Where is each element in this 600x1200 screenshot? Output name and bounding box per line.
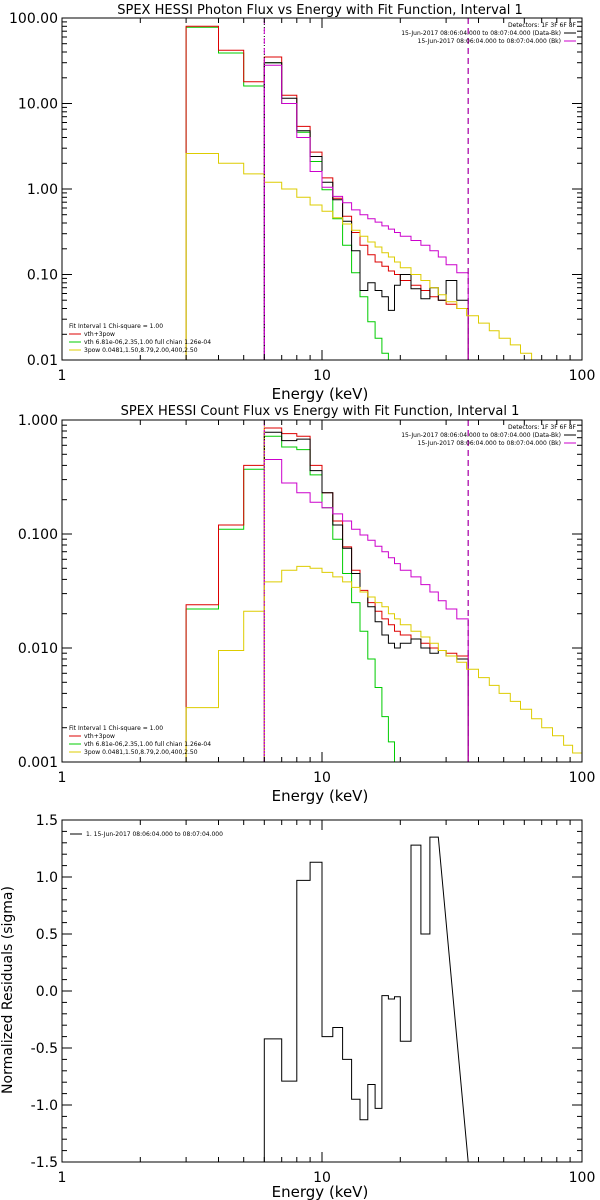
photon-flux-x-tick-label: 100 [569,368,596,384]
residuals-y-tick-label: 1.0 [36,870,58,886]
count-flux-y-tick-label: 1.000 [18,413,58,429]
count-flux-fit-legend-entry: vth 6.81e-06,2.35,1.00 full chian 1.26e-… [84,741,211,748]
residuals-series-black-line [263,836,469,1163]
count-flux-title: SPEX HESSI Count Flux vs Energy with Fit… [121,404,520,419]
residuals-panel: 1 10 100 1.5 1.0 0.5 0.0 -0.5 -1.0 -1.5 1. 15-Jun… [0,813,595,1200]
photon-flux-fit-legend-entry: vth+3pow [84,331,115,338]
photon-flux-y-tick-label: 10.00 [18,97,58,113]
photon-flux-y-tick-label: 100.00 [9,11,58,27]
residuals-y-tick-label: 0.5 [36,927,58,943]
photon-flux-series-magenta-line [263,64,469,360]
residuals-y-tick-label: -0.5 [31,1041,58,1057]
count-flux-series-yellow-line [185,565,583,762]
count-flux-top-legend-entry: 15-Jun-2017 08:06:04.000 to 08:07:04.000… [401,432,561,439]
count-flux-panel: SPEX HESSI Count Flux vs Energy with Fit… [18,404,595,805]
residuals-y-tick-label: 0.0 [36,984,58,1000]
count-flux-x-axis-label: Energy (keV) [272,787,369,805]
photon-flux-fit-legend-entry: vth 6.81e-06,2.35,1.00 full chian 1.26e-… [84,339,211,346]
count-flux-fit-legend-entry: vth+3pow [84,733,115,740]
photon-flux-marks [185,18,542,361]
count-flux-x-tick-label: 10 [313,770,331,786]
count-flux-detectors-label: Detectors: 1F 3F 6F 8F [508,424,577,431]
photon-flux-detectors-label: Detectors: 1F 3F 6F 8F [508,22,577,29]
residuals-x-axis-label: Energy (keV) [272,1183,369,1200]
photon-flux-series-green-line [185,26,406,361]
count-flux-x-tick-label: 100 [569,770,596,786]
photon-flux-fit-interval-label: Fit Interval 1 Chi-square = 1.00 [69,323,163,330]
photon-flux-y-tick-label: 1.00 [27,182,58,198]
residuals-x-tick-label: 10 [313,1170,331,1186]
count-flux-series-red-line [185,427,469,762]
residuals-y-axis-label: Normalized Residuals (sigma) [0,886,16,1094]
photon-flux-y-tick-label: 0.10 [27,268,58,284]
photon-flux-y-tick-label: 0.01 [27,353,58,369]
photon-flux-series-black-line [263,62,469,360]
count-flux-series-magenta-line [263,459,469,762]
residuals-marks [263,836,469,1163]
count-flux-y-tick-label: 0.100 [18,527,58,543]
photon-flux-fit-legend-entry: 3pow 0.0481,1.50,8.79,2.00,400,2.50 [84,347,198,354]
photon-flux-x-tick-label: 10 [313,368,331,384]
residuals-y-tick-label: 1.5 [36,813,58,829]
residuals-legends: 1. 15-Jun-2017 08:06:04.000 to 08:07:04.… [70,831,223,838]
photon-flux-panel: SPEX HESSI Photon Flux vs Energy with Fi… [9,3,595,403]
photon-flux-title: SPEX HESSI Photon Flux vs Energy with Fi… [117,3,523,18]
photon-flux-top-legend-entry: 15-Jun-2017 08:06:04.000 to 08:07:04.000… [418,38,561,45]
residuals-legend-entry: 1. 15-Jun-2017 08:06:04.000 to 08:07:04.… [86,831,223,838]
count-flux-y-tick-label: 0.010 [18,641,58,657]
residuals-axes: 1 10 100 1.5 1.0 0.5 0.0 -0.5 -1.0 -1.5 [31,813,596,1186]
residuals-y-tick-label: -1.5 [31,1155,58,1171]
count-flux-y-tick-label: 0.001 [18,755,58,771]
photon-flux-x-axis-label: Energy (keV) [272,385,369,403]
count-flux-fit-legend-entry: 3pow 0.0481,1.50,8.79,2.00,400,2.50 [84,749,198,756]
count-flux-series-black-line [263,431,469,762]
count-flux-axes: 1 10 100 1.000 0.100 0.010 0.001 [18,413,595,786]
residuals-x-tick-label: 100 [569,1170,596,1186]
photon-flux-series-yellow-line [185,153,542,361]
residuals-x-tick-label: 1 [58,1170,67,1186]
photon-flux-top-legend-entry: 15-Jun-2017 08:06:04.000 to 08:07:04.000… [401,30,561,37]
count-flux-fit-interval-label: Fit Interval 1 Chi-square = 1.00 [69,725,163,732]
photon-flux-axes: 1 10 100 100.00 10.00 1.00 0.10 0.01 [9,11,595,384]
count-flux-top-legend-entry: 15-Jun-2017 08:06:04.000 to 08:07:04.000… [418,440,561,447]
count-flux-series-green-line [185,435,401,763]
residuals-y-tick-label: -1.0 [31,1098,58,1114]
photon-flux-series-red-line [185,25,469,360]
count-flux-x-tick-label: 1 [58,770,67,786]
photon-flux-x-tick-label: 1 [58,368,67,384]
count-flux-marks [185,420,583,763]
